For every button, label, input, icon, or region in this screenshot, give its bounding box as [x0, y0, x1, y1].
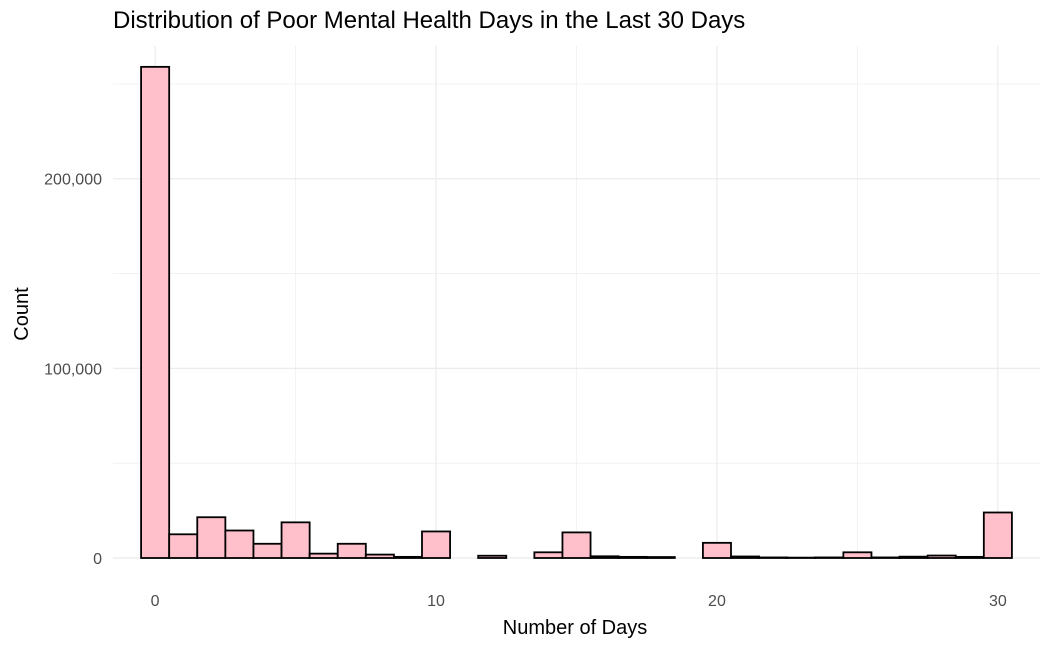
histogram-bar [280, 521, 311, 559]
histogram-bar [589, 555, 620, 559]
histogram-bar [645, 556, 676, 559]
histogram-bar [533, 551, 564, 559]
histogram-bar [140, 65, 171, 559]
histogram-bar [561, 531, 592, 559]
histogram-bar [393, 555, 423, 559]
histogram-bar [168, 533, 199, 559]
histogram-bar [617, 555, 648, 559]
histogram-bar [308, 552, 339, 559]
histogram-bar [364, 553, 395, 559]
histogram-bar [196, 516, 227, 559]
x-tick-label: 20 [708, 593, 726, 610]
histogram-bar [730, 555, 760, 559]
y-tick-label: 0 [93, 551, 102, 568]
grid-lines [113, 46, 1040, 559]
histogram-bar [842, 551, 873, 559]
x-tick-label: 30 [989, 593, 1007, 610]
histogram-bar [898, 555, 929, 559]
y-tick-labels: 0 100,000 200,000 [44, 172, 102, 568]
y-tick-label: 200,000 [44, 172, 102, 189]
histogram-bar [758, 556, 789, 559]
histogram-bar [814, 556, 845, 559]
histogram-bar [477, 554, 508, 559]
histogram-bar [870, 556, 901, 559]
histogram-bar [982, 511, 1013, 559]
x-tick-labels: 0 10 20 30 [151, 593, 1007, 610]
histogram-bar [252, 542, 283, 559]
y-axis-title: Count [11, 287, 33, 341]
y-tick-label: 100,000 [44, 361, 102, 378]
histogram-bar [702, 541, 732, 559]
histogram-bars [140, 65, 1013, 559]
histogram-bar [224, 529, 255, 559]
histogram-bar [421, 530, 451, 559]
histogram-bar [926, 554, 957, 559]
histogram-bar [336, 542, 367, 559]
histogram-bar [954, 555, 985, 559]
x-tick-label: 10 [427, 593, 445, 610]
x-axis-title: Number of Days [503, 617, 648, 639]
chart-title: Distribution of Poor Mental Health Days … [113, 7, 746, 34]
x-tick-label: 0 [151, 593, 160, 610]
